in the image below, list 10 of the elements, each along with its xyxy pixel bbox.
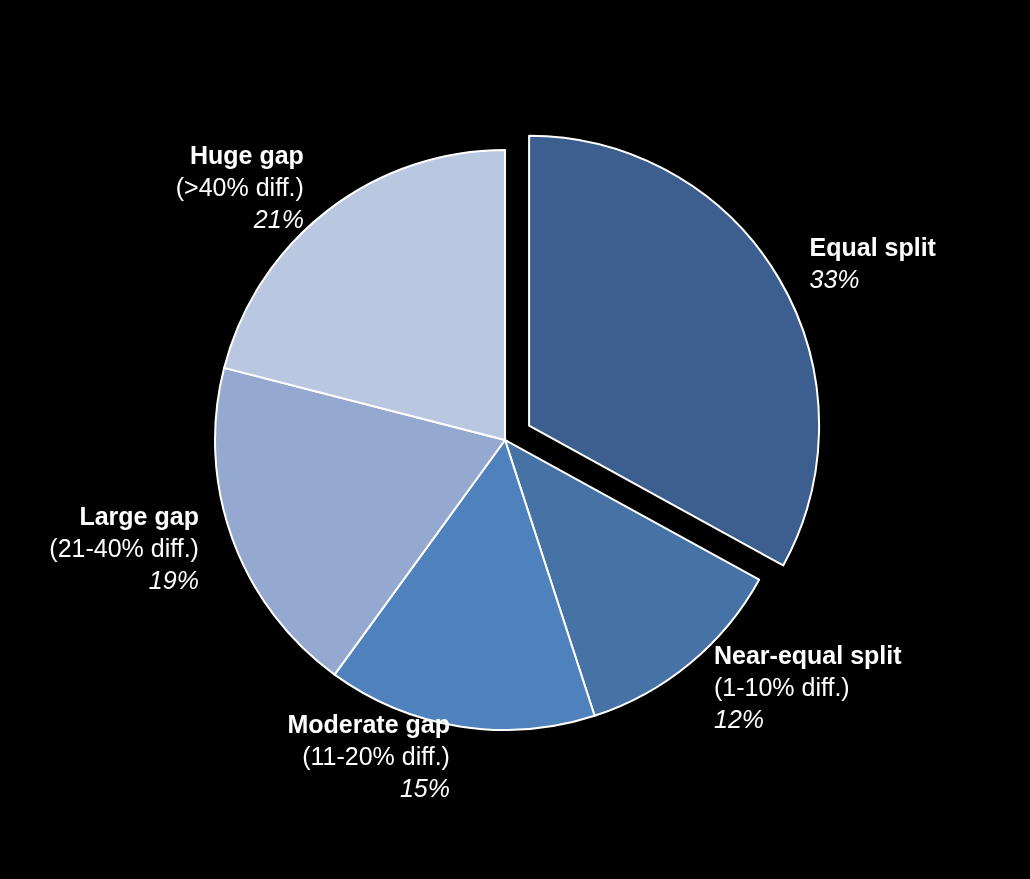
slice-label: Equal split (809, 232, 937, 261)
data-label: 12% (713, 704, 765, 733)
data-label: 19% (148, 566, 199, 595)
data-label: 15% (399, 774, 450, 803)
slice-label: Near-equal split (1-10% diff.) (713, 640, 903, 701)
slice-label: Large gap (21-40% diff.) (49, 502, 199, 563)
slice-label: Huge gap (>40% diff.) (175, 141, 304, 202)
data-label: 33% (809, 264, 860, 293)
slice-label: Moderate gap (11-20% diff.) (287, 710, 450, 771)
data-label: 21% (252, 205, 304, 234)
